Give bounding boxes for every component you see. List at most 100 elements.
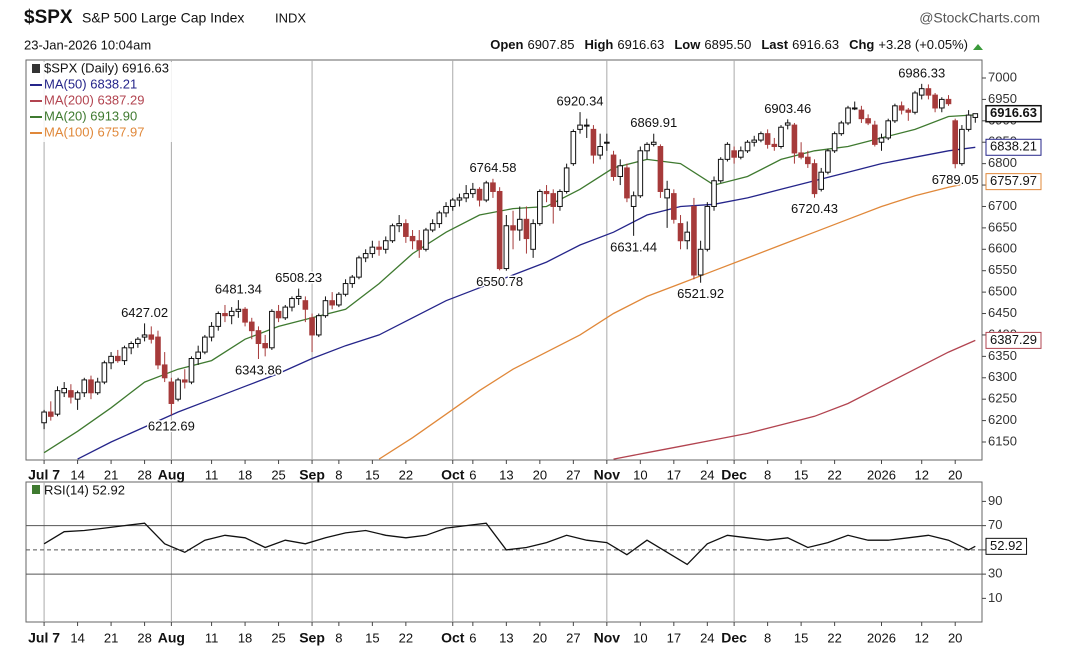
- candle-body: [885, 120, 892, 139]
- price-annotation: 6508.23: [275, 270, 322, 285]
- x-tick-label: 22: [399, 630, 413, 645]
- x-tick-label: 8: [335, 467, 342, 482]
- x-tick-label: 10: [633, 467, 647, 482]
- quote-label: Last: [761, 37, 788, 52]
- value-tag-box: [985, 331, 1042, 349]
- price-annotation: 6631.44: [610, 239, 657, 254]
- value-tag: 6916.63: [990, 105, 1037, 120]
- x-tick-label: 20: [948, 467, 962, 482]
- candle-body: [208, 325, 215, 338]
- candle-body: [959, 128, 965, 165]
- x-tick-label: 12: [914, 630, 928, 645]
- candle-body: [563, 167, 570, 192]
- candle-body: [88, 379, 94, 394]
- candle-body: [496, 190, 503, 270]
- candle-body: [597, 146, 603, 156]
- candle-body: [537, 190, 543, 225]
- candle-body: [704, 205, 711, 250]
- price-annotation: 6920.34: [557, 94, 604, 109]
- candle-body: [54, 390, 61, 415]
- candle-body: [650, 141, 657, 145]
- candle-body: [336, 293, 342, 306]
- x-tick-label: 8: [764, 467, 771, 482]
- x-tick-label: 21: [104, 467, 118, 482]
- candle-body: [101, 362, 108, 383]
- candle-body: [269, 310, 275, 349]
- y-tick-label: 90: [988, 493, 1002, 508]
- series-line: [613, 339, 976, 460]
- y-tick-label: 6250: [988, 391, 1017, 406]
- candle-body: [838, 122, 845, 135]
- price-annotation: 6869.91: [630, 115, 677, 130]
- candle-body: [918, 88, 925, 96]
- x-tick-label: 6: [469, 630, 476, 645]
- candle-body: [825, 150, 831, 173]
- rsi-panel: [25, 481, 983, 623]
- x-tick-label: 27: [566, 630, 580, 645]
- candle-body: [872, 124, 878, 145]
- candle-body: [630, 195, 637, 207]
- candle-body: [490, 182, 496, 192]
- candle-body: [784, 122, 791, 126]
- index-name: S&P 500 Large Cap Index: [82, 10, 244, 26]
- candle-body: [181, 379, 188, 383]
- price-annotation: 6764.58: [469, 160, 516, 175]
- x-tick-label: 2026: [867, 630, 896, 645]
- candle-body: [282, 306, 289, 319]
- x-tick-label: 13: [499, 630, 513, 645]
- candle-body: [778, 126, 784, 148]
- x-tick-label: 22: [827, 467, 841, 482]
- price-annotation: 6212.69: [148, 419, 195, 434]
- candle-body: [242, 308, 248, 323]
- candle-body: [416, 240, 423, 250]
- candle-body: [939, 98, 945, 109]
- candle-body: [362, 253, 369, 259]
- series-line: [77, 146, 976, 460]
- series-line: [378, 180, 976, 460]
- candle-body: [342, 283, 349, 295]
- candle-body: [624, 167, 630, 199]
- symbol: $SPX: [24, 7, 73, 28]
- candle-body: [791, 124, 798, 154]
- candle-body: [262, 343, 268, 349]
- candle-body: [114, 355, 121, 362]
- candle-body: [449, 199, 456, 207]
- candle-body: [94, 381, 101, 394]
- price-annotation: 6427.02: [121, 305, 168, 320]
- y-tick-label: 6150: [988, 433, 1017, 448]
- candle-body: [764, 133, 771, 145]
- candle-body: [456, 197, 463, 201]
- candle-body: [805, 156, 811, 165]
- candle-body: [289, 298, 295, 308]
- candle-body: [108, 355, 114, 364]
- x-tick-label: 14: [70, 630, 84, 645]
- x-tick-label: Sep: [299, 467, 325, 483]
- x-tick-label: 17: [667, 467, 681, 482]
- candle-body: [168, 381, 175, 404]
- legend-entry: RSI(14) 52.92: [44, 482, 125, 497]
- price-annotation: 6986.33: [898, 65, 945, 80]
- candle-body: [671, 193, 677, 220]
- x-tick-label: Dec: [721, 630, 747, 646]
- candle-body: [664, 188, 670, 199]
- candle-body: [831, 133, 838, 152]
- quote-label: Open: [490, 37, 523, 52]
- price-annotation: 6550.78: [476, 274, 523, 289]
- x-tick-label: 24: [700, 467, 714, 482]
- x-tick-label: 18: [238, 630, 252, 645]
- candle-body: [429, 223, 436, 231]
- x-tick-label: 27: [566, 467, 580, 482]
- price-annotation: 6343.86: [235, 362, 282, 377]
- candle-body: [403, 223, 409, 237]
- price-annotation: 6903.46: [764, 101, 811, 116]
- price-annotation: 6481.34: [215, 282, 262, 297]
- x-tick-label: 28: [137, 467, 151, 482]
- x-tick-label: 24: [700, 630, 714, 645]
- y-tick-label: 6550: [988, 262, 1017, 277]
- price-annotation: 6789.05: [932, 172, 979, 187]
- candle-body: [376, 246, 382, 250]
- candle-body: [892, 105, 898, 122]
- x-tick-label: 12: [914, 467, 928, 482]
- y-tick-label: 6200: [988, 412, 1017, 427]
